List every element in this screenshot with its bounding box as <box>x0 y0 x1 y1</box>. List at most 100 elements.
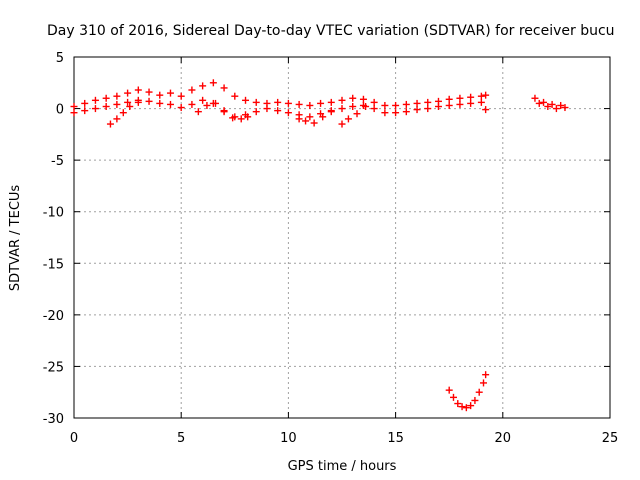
data-point <box>212 99 220 107</box>
data-point <box>456 94 464 102</box>
data-point <box>349 94 357 102</box>
data-point <box>402 100 410 108</box>
data-point <box>231 92 239 100</box>
x-tick-label: 5 <box>177 431 185 446</box>
x-tick-label: 25 <box>602 431 619 446</box>
data-point <box>475 388 483 396</box>
data-point <box>362 103 370 111</box>
y-tick-label: 0 <box>56 103 64 118</box>
data-point <box>252 108 260 116</box>
data-point <box>274 107 282 115</box>
data-point <box>344 115 352 123</box>
data-point <box>134 98 142 106</box>
data-point <box>220 84 228 92</box>
y-tick-label: -15 <box>43 257 64 272</box>
data-point <box>199 96 207 104</box>
data-point <box>302 117 310 125</box>
y-tick-label: -25 <box>43 360 64 375</box>
data-point <box>467 99 475 107</box>
data-point <box>102 103 110 111</box>
data-point <box>445 101 453 109</box>
data-point <box>471 396 479 404</box>
data-point <box>482 371 490 379</box>
y-tick-label: -5 <box>51 154 64 169</box>
data-point <box>177 104 185 112</box>
data-point <box>381 101 389 109</box>
data-point <box>424 98 432 106</box>
data-point <box>319 113 327 121</box>
data-point <box>252 98 260 106</box>
data-point <box>242 96 250 104</box>
data-point <box>284 99 292 107</box>
data-point <box>424 105 432 113</box>
data-point <box>113 92 121 100</box>
data-point <box>458 403 466 411</box>
data-point <box>353 110 361 118</box>
data-point <box>70 103 78 111</box>
data-point <box>70 109 78 117</box>
x-tick-label: 10 <box>280 431 297 446</box>
data-point <box>434 103 442 111</box>
data-point <box>535 99 543 107</box>
data-point <box>402 108 410 116</box>
data-point <box>467 93 475 101</box>
data-point <box>477 92 485 100</box>
data-point <box>445 386 453 394</box>
x-tick-label: 0 <box>70 431 78 446</box>
y-tick-label: -30 <box>43 412 64 427</box>
data-point <box>145 88 153 96</box>
data-point <box>295 115 303 123</box>
data-point <box>91 105 99 113</box>
data-point <box>229 114 237 122</box>
data-point <box>338 105 346 113</box>
data-point <box>119 109 127 117</box>
data-point <box>124 98 132 106</box>
data-point <box>480 379 488 387</box>
chart-title: Day 310 of 2016, Sidereal Day-to-day VTE… <box>47 23 615 39</box>
data-point <box>548 100 556 108</box>
data-point <box>456 100 464 108</box>
plot-frame <box>73 56 611 419</box>
data-point <box>327 98 335 106</box>
data-point <box>310 119 318 127</box>
data-point <box>306 101 314 109</box>
data-point <box>370 98 378 106</box>
data-point <box>557 101 565 109</box>
x-tick-label: 20 <box>495 431 512 446</box>
data-point <box>482 91 490 99</box>
data-point <box>413 99 421 107</box>
data-point <box>81 107 89 115</box>
y-tick-labels: 5 0 -5 -10 -15 -20 -25 -30 <box>43 51 64 427</box>
gridlines <box>74 57 610 418</box>
data-point <box>145 97 153 105</box>
data-point <box>359 95 367 103</box>
data-point <box>81 99 89 107</box>
data-point <box>327 108 335 116</box>
data-point <box>209 79 217 87</box>
data-point <box>220 107 228 115</box>
data-point <box>156 99 164 107</box>
data-point <box>284 109 292 117</box>
data-point <box>392 101 400 109</box>
data-point <box>561 104 569 112</box>
data-point <box>244 113 252 121</box>
data-point <box>338 96 346 104</box>
data-point <box>413 106 421 114</box>
data-point <box>477 98 485 106</box>
data-point <box>306 113 314 121</box>
data-point <box>552 105 560 113</box>
data-point <box>194 108 202 116</box>
y-tick-label: 5 <box>56 51 64 66</box>
data-point <box>531 94 539 102</box>
data-point <box>338 120 346 128</box>
x-tick-label: 15 <box>387 431 404 446</box>
data-point <box>188 100 196 108</box>
data-point <box>544 103 552 111</box>
data-point <box>166 100 174 108</box>
data-point <box>134 86 142 94</box>
data-point <box>106 120 114 128</box>
data-point <box>199 82 207 90</box>
data-point <box>113 115 121 123</box>
data-point <box>295 100 303 108</box>
